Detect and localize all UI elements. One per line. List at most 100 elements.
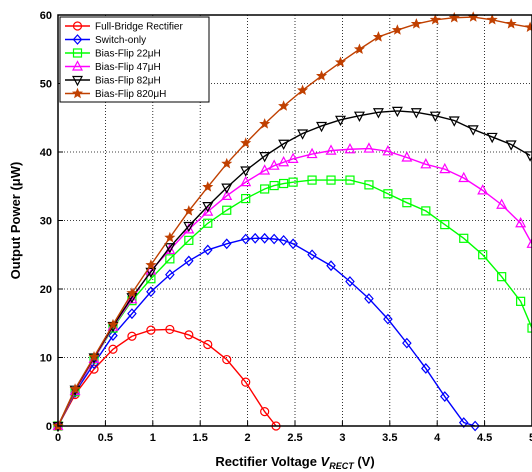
- data-point: [316, 121, 328, 133]
- y-tick-label: 60: [40, 10, 52, 22]
- data-point: [268, 159, 280, 170]
- data-point: [353, 111, 365, 122]
- data-point: [203, 218, 213, 228]
- series-3: [53, 175, 532, 431]
- x-tick-label: 1: [150, 432, 156, 444]
- x-tick-label: 2: [245, 432, 251, 444]
- data-point: [420, 158, 432, 169]
- data-point: [497, 272, 507, 282]
- data-point: [288, 238, 298, 250]
- legend-marker: [72, 60, 83, 71]
- legend-marker: [72, 48, 83, 58]
- legend-entry: Bias-Flip 22μH: [65, 48, 161, 60]
- data-point: [127, 331, 137, 341]
- x-tick-label: 3: [339, 432, 345, 444]
- data-point: [527, 323, 532, 333]
- y-tick-label: 20: [40, 284, 52, 296]
- data-point: [382, 145, 394, 156]
- x-tick-label: 5: [529, 432, 532, 444]
- x-tick-label: 4.5: [477, 432, 492, 444]
- legend-label: Bias-Flip 47μH: [95, 62, 161, 73]
- legend-box: [59, 16, 210, 103]
- data-point: [345, 175, 355, 185]
- y-tick-label: 50: [40, 79, 52, 91]
- grid: [58, 15, 532, 426]
- data-point: [448, 116, 460, 127]
- data-point: [146, 274, 156, 284]
- legend-marker: [71, 87, 84, 99]
- legend-label: Bias-Flip 22μH: [95, 49, 161, 60]
- x-axis-title: Rectifier Voltage VRECT (V): [215, 454, 374, 471]
- data-point: [372, 108, 384, 119]
- x-tick-label: 4: [434, 432, 441, 444]
- x-tick-label: 0: [55, 432, 61, 444]
- data-point: [145, 259, 157, 270]
- data-point: [410, 18, 422, 29]
- x-axis-title-sub: RECT: [329, 461, 355, 471]
- data-point: [307, 175, 317, 185]
- data-point: [202, 205, 214, 216]
- series-layer: [52, 11, 532, 433]
- data-point: [278, 139, 290, 151]
- data-point: [183, 221, 195, 233]
- data-point: [88, 351, 100, 362]
- legend-label: Switch-only: [95, 35, 146, 46]
- x-axis-title-post: (V): [354, 454, 375, 469]
- data-point: [402, 198, 412, 208]
- series-1: [53, 324, 281, 431]
- data-point: [429, 13, 441, 25]
- x-axis-title-pre: Rectifier Voltage: [215, 454, 320, 469]
- data-point: [222, 205, 232, 215]
- data-point: [316, 70, 328, 81]
- legend-marker: [72, 34, 83, 45]
- data-point: [107, 318, 119, 330]
- series-2: [53, 232, 480, 432]
- legend: Full-Bridge Rectifier Switch-only Bias-Fli…: [59, 16, 210, 103]
- data-point: [108, 330, 118, 341]
- data-point: [524, 151, 532, 162]
- data-point: [183, 205, 195, 216]
- data-point: [127, 308, 137, 320]
- legend-entry: Bias-Flip 820μH: [65, 87, 166, 100]
- data-point: [221, 157, 233, 169]
- y-tick-label: 0: [46, 421, 52, 433]
- data-point: [467, 125, 479, 136]
- data-point: [439, 162, 451, 174]
- ticks: [57, 14, 532, 427]
- data-point: [458, 171, 470, 183]
- data-point: [165, 269, 175, 281]
- series-line: [57, 179, 532, 427]
- y-tick-labels: 0 10 20 30 40 50 60: [40, 10, 52, 433]
- legend-label: Bias-Flip 820μH: [95, 89, 166, 100]
- data-point: [278, 155, 290, 167]
- legend-label: Bias-Flip 82μH: [95, 76, 161, 87]
- data-point: [334, 56, 347, 67]
- legend-marker: [72, 75, 83, 87]
- x-axis-title-var: V: [321, 454, 331, 469]
- data-point: [260, 407, 270, 417]
- data-point: [345, 276, 355, 287]
- data-point: [240, 233, 251, 245]
- data-point: [259, 118, 271, 129]
- data-point: [496, 198, 508, 209]
- data-point: [269, 233, 279, 245]
- data-point: [391, 24, 403, 35]
- data-point: [146, 325, 156, 335]
- data-point: [383, 189, 393, 199]
- data-point: [279, 178, 289, 189]
- series-5: [52, 106, 532, 433]
- data-point: [250, 232, 260, 244]
- data-point: [287, 152, 299, 163]
- legend-marker: [72, 21, 83, 31]
- y-tick-label: 40: [40, 147, 52, 159]
- data-point: [353, 43, 365, 54]
- series-line: [57, 237, 476, 427]
- data-point: [401, 151, 413, 162]
- data-point: [202, 181, 214, 192]
- data-point: [326, 260, 336, 272]
- data-point: [108, 344, 118, 354]
- data-point: [526, 237, 532, 248]
- data-point: [364, 180, 374, 190]
- data-point: [126, 287, 138, 298]
